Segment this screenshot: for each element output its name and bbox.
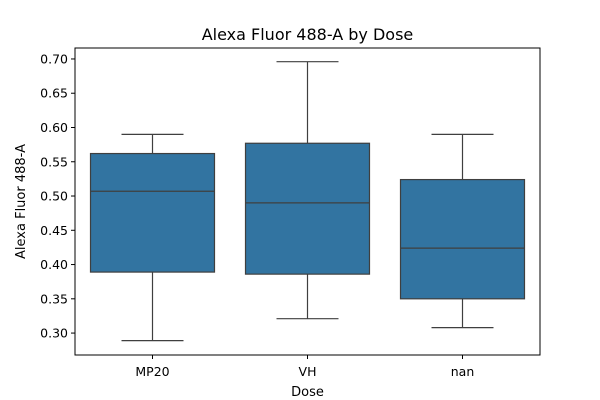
y-tick-label: 0.50	[40, 189, 68, 204]
x-tick-label: VH	[299, 364, 317, 379]
chart-title: Alexa Fluor 488-A by Dose	[202, 25, 414, 44]
box-vh	[244, 142, 371, 275]
y-tick-label: 0.40	[40, 257, 68, 272]
y-tick-label: 0.70	[40, 51, 68, 66]
y-tick-label: 0.65	[40, 86, 68, 101]
box-nan	[399, 178, 526, 300]
y-tick-label: 0.30	[40, 326, 68, 341]
x-tick-label: nan	[451, 364, 475, 379]
y-axis-label: Alexa Fluor 488-A	[14, 144, 29, 259]
box-mp20	[89, 152, 216, 273]
y-tick-label: 0.55	[40, 154, 68, 169]
y-tick-label: 0.45	[40, 223, 68, 238]
y-tick-label: 0.35	[40, 291, 68, 306]
plot-area: 0.30 0.35 0.40 0.45 0.50 0.55 0.60 0.65 0.70 MP20…	[40, 51, 526, 379]
y-tick-label: 0.60	[40, 120, 68, 135]
plot-frame	[74, 47, 541, 356]
x-tick-label: MP20	[135, 364, 169, 379]
x-axis-label: Dose	[291, 385, 324, 400]
